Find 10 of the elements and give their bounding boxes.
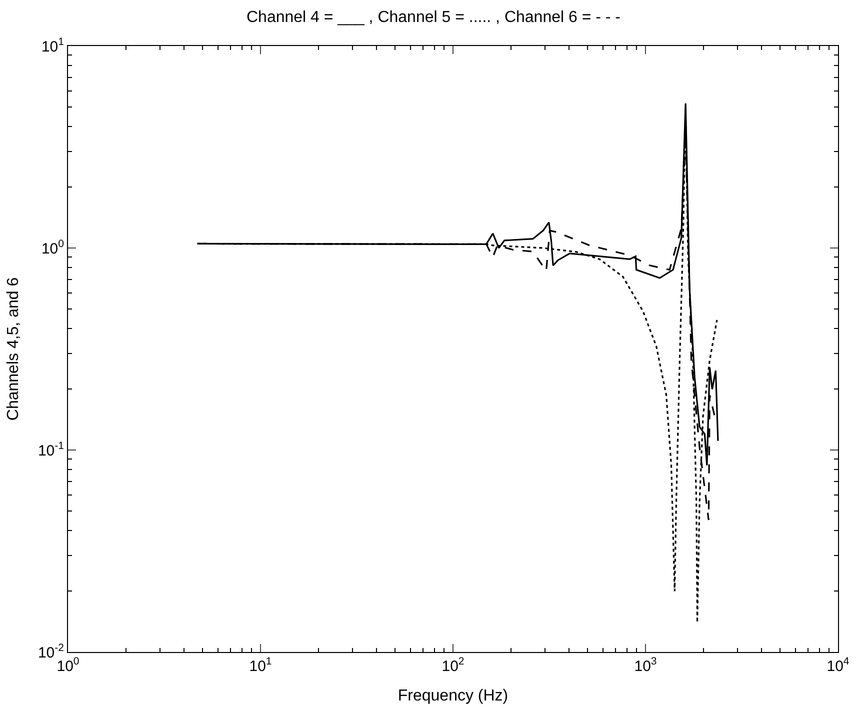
y-tick-label: 10$^{1}$: [41, 36, 64, 56]
x-axis-title: Frequency (Hz): [398, 688, 508, 705]
y-axis-title: Channels 4,5, and 6: [4, 277, 22, 421]
x-tick-label: 10$^{3}$: [634, 656, 657, 675]
y-tick-label: 10$^{-1}$: [38, 440, 64, 460]
x-tick-label: 10$^{4}$: [826, 656, 850, 675]
y-tick-label: 10$^{0}$: [41, 238, 64, 258]
x-tick-label: 10$^{1}$: [249, 656, 272, 675]
chart-title: Channel 4 = ___ , Channel 5 = ..... , Channel 6 = - - -: [246, 8, 621, 26]
x-tick-label: 10$^{2}$: [442, 656, 464, 675]
